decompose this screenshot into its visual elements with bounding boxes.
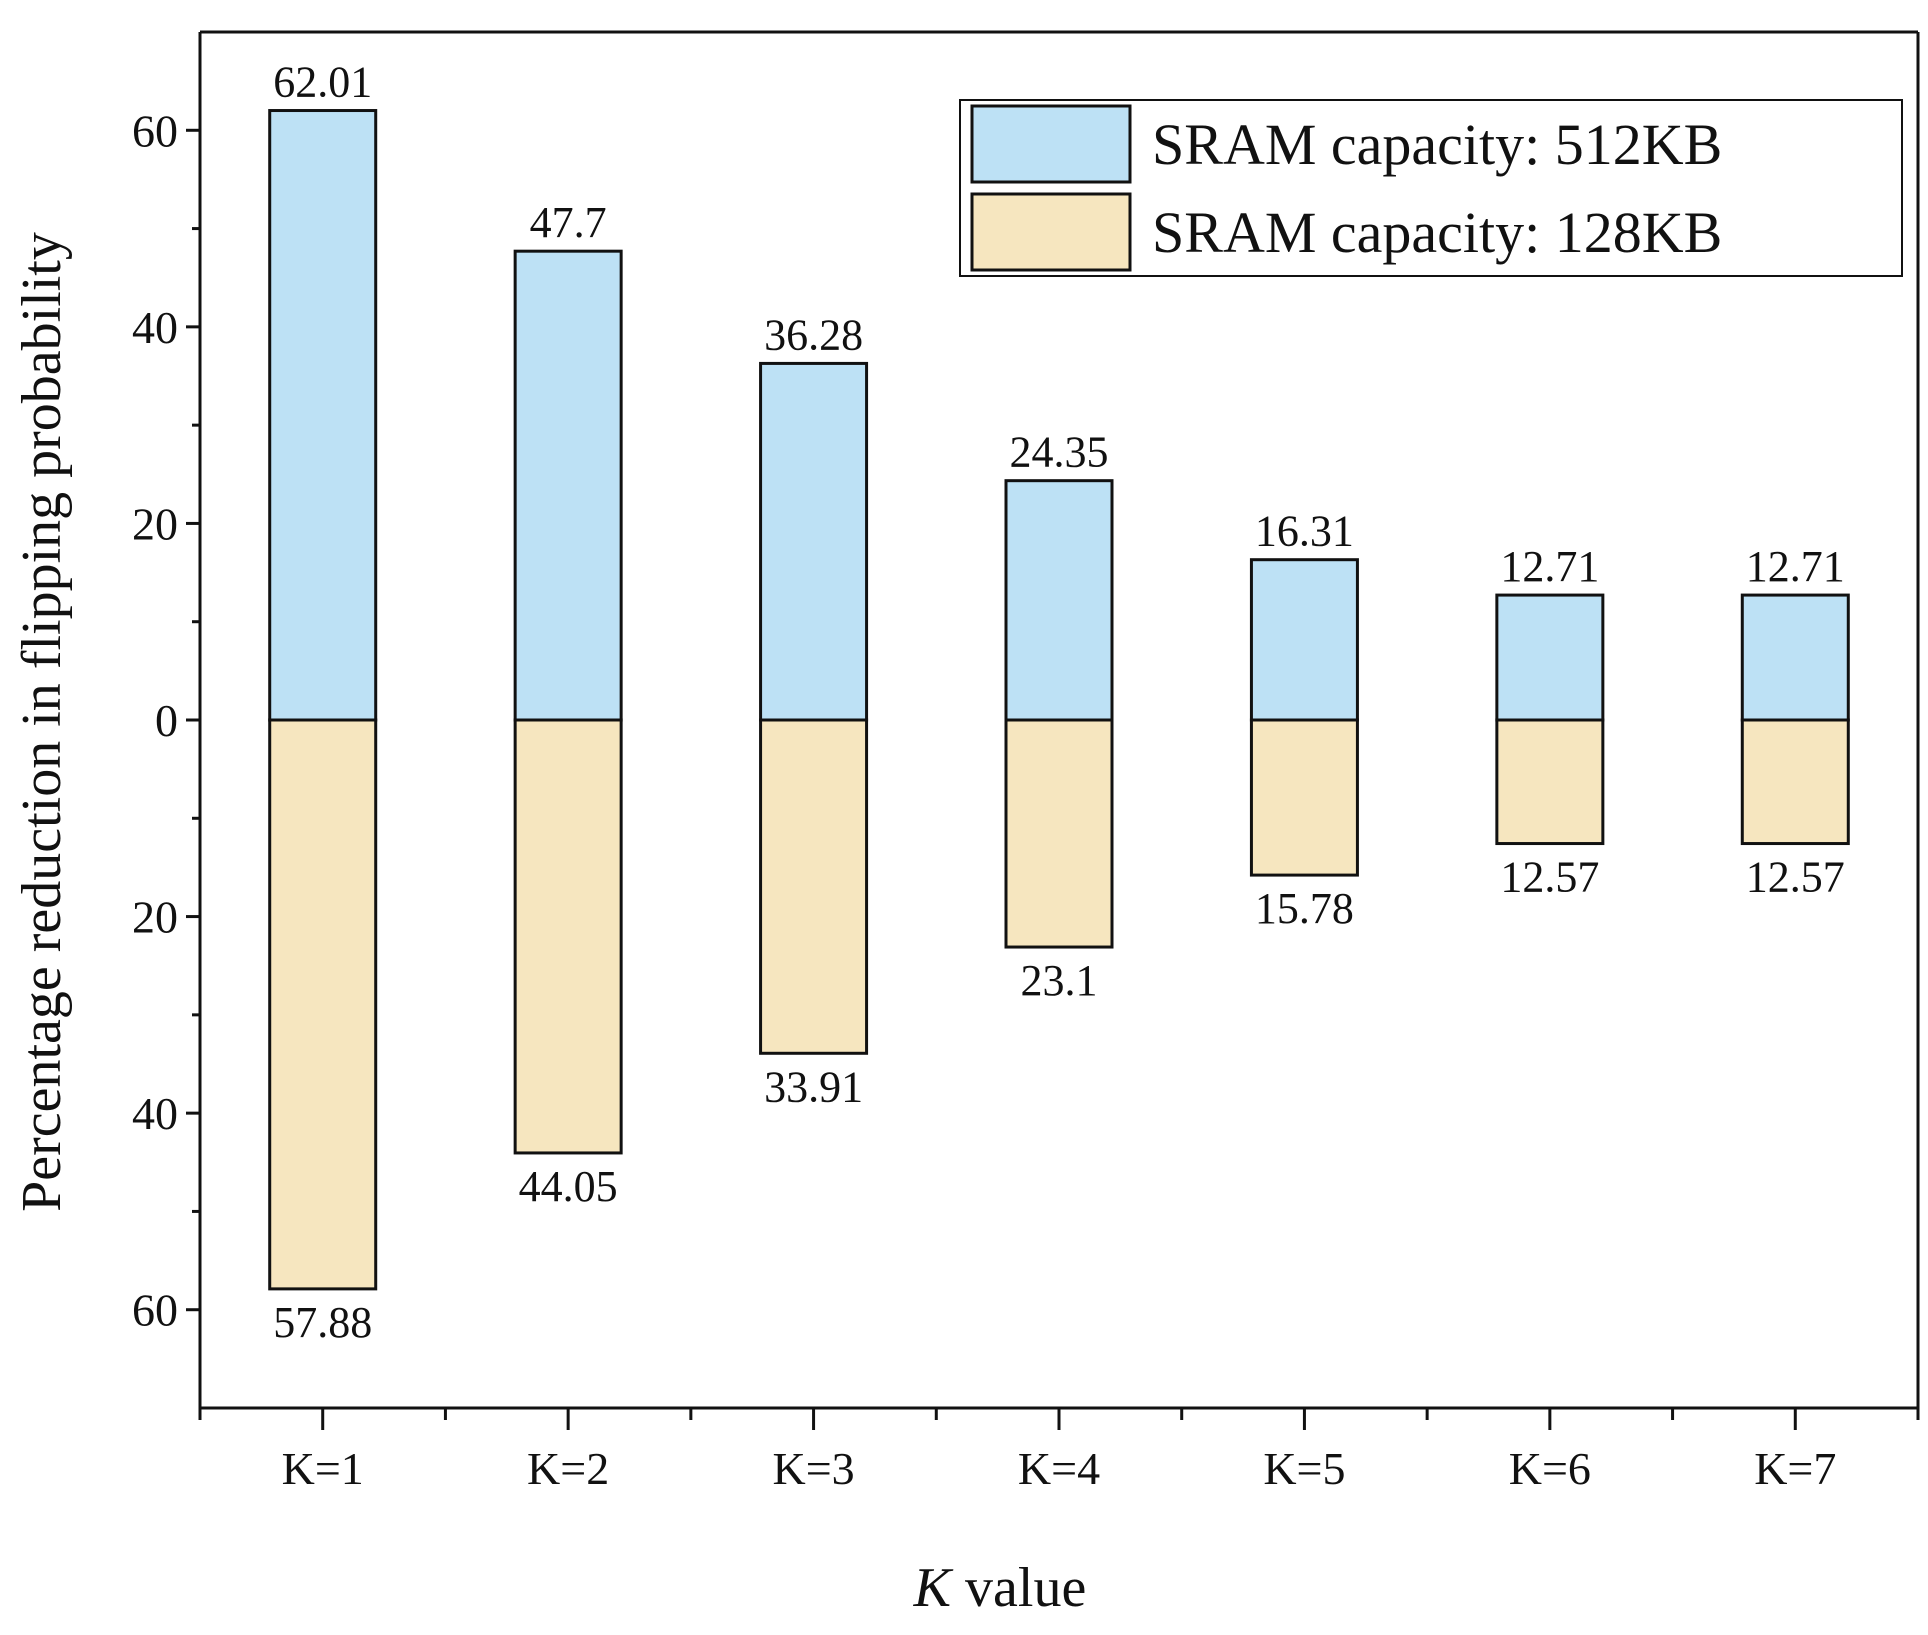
data-label-512kb-k2: 47.7: [530, 198, 607, 247]
bar-512kb-k3: [759, 361, 869, 722]
bar-512kb-k1: [268, 109, 378, 722]
data-label-128kb-k7: 12.57: [1746, 853, 1845, 902]
y-tick-label: 60: [132, 1285, 178, 1336]
x-tick-label-k3: K=3: [772, 1443, 854, 1494]
data-label-512kb-k1: 62.01: [273, 58, 372, 107]
data-label-512kb-k7: 12.71: [1746, 542, 1845, 591]
legend: SRAM capacity: 512KB SRAM capacity: 128KB: [959, 99, 1903, 277]
bar-512kb-k7: [1740, 593, 1850, 722]
x-axis-title-italic: K: [913, 1557, 954, 1619]
y-tick-label: 40: [132, 302, 178, 353]
data-label-512kb-k3: 36.28: [764, 310, 863, 359]
y-tick-label: 40: [132, 1088, 178, 1139]
y-tick-label: 60: [132, 105, 178, 156]
legend-swatch-512kb: [970, 104, 1132, 184]
x-axis-title: K value: [913, 1557, 1087, 1619]
data-label-512kb-k4: 24.35: [1010, 428, 1109, 477]
bar-128kb-k1: [268, 718, 378, 1291]
data-label-128kb-k4: 23.1: [1021, 956, 1098, 1005]
bar-128kb-k7: [1740, 718, 1850, 846]
axes-layer: 60 40 20 0 20 40 60 K=1 K=2 K=3 K=4 K=5 K=6 K=7: [132, 30, 1920, 1494]
legend-swatch-128kb: [970, 192, 1132, 272]
bar-128kb-k6: [1495, 718, 1605, 846]
x-tick-label-k7: K=7: [1754, 1443, 1836, 1494]
x-tick-label-k1: K=1: [282, 1443, 364, 1494]
x-tick-label-k4: K=4: [1018, 1443, 1100, 1494]
bar-512kb-k2: [513, 249, 623, 722]
data-label-128kb-k6: 12.57: [1500, 853, 1599, 902]
legend-label-512kb: SRAM capacity: 512KB: [1152, 112, 1722, 177]
bar-512kb-k5: [1249, 558, 1359, 722]
y-tick-label: 20: [132, 498, 178, 549]
bar-128kb-k4: [1004, 718, 1114, 949]
legend-label-128kb: SRAM capacity: 128KB: [1152, 200, 1722, 265]
data-label-512kb-k5: 16.31: [1255, 507, 1354, 556]
x-tick-label-k2: K=2: [527, 1443, 609, 1494]
y-tick-label: 20: [132, 892, 178, 943]
data-label-128kb-k1: 57.88: [273, 1298, 372, 1347]
data-label-512kb-k6: 12.71: [1500, 542, 1599, 591]
bar-128kb-k2: [513, 718, 623, 1155]
data-labels-layer: 62.01 47.7 36.28 24.35 16.31 12.71 12.71 57.88 4…: [273, 58, 1845, 1347]
bar-512kb-k6: [1495, 593, 1605, 722]
data-label-128kb-k3: 33.91: [764, 1062, 863, 1111]
y-tick-label: 0: [155, 695, 178, 746]
x-tick-label-k5: K=5: [1263, 1443, 1345, 1494]
x-tick-label-k6: K=6: [1509, 1443, 1591, 1494]
bars-layer: [268, 109, 1850, 1291]
bar-128kb-k3: [759, 718, 869, 1055]
x-axis-title-rest: value: [951, 1557, 1086, 1619]
y-axis-title: Percentage reduction in flipping probabi…: [11, 232, 73, 1212]
data-label-128kb-k2: 44.05: [519, 1162, 618, 1211]
bar-128kb-k5: [1249, 718, 1359, 877]
bar-512kb-k4: [1004, 479, 1114, 722]
data-label-128kb-k5: 15.78: [1255, 884, 1354, 933]
